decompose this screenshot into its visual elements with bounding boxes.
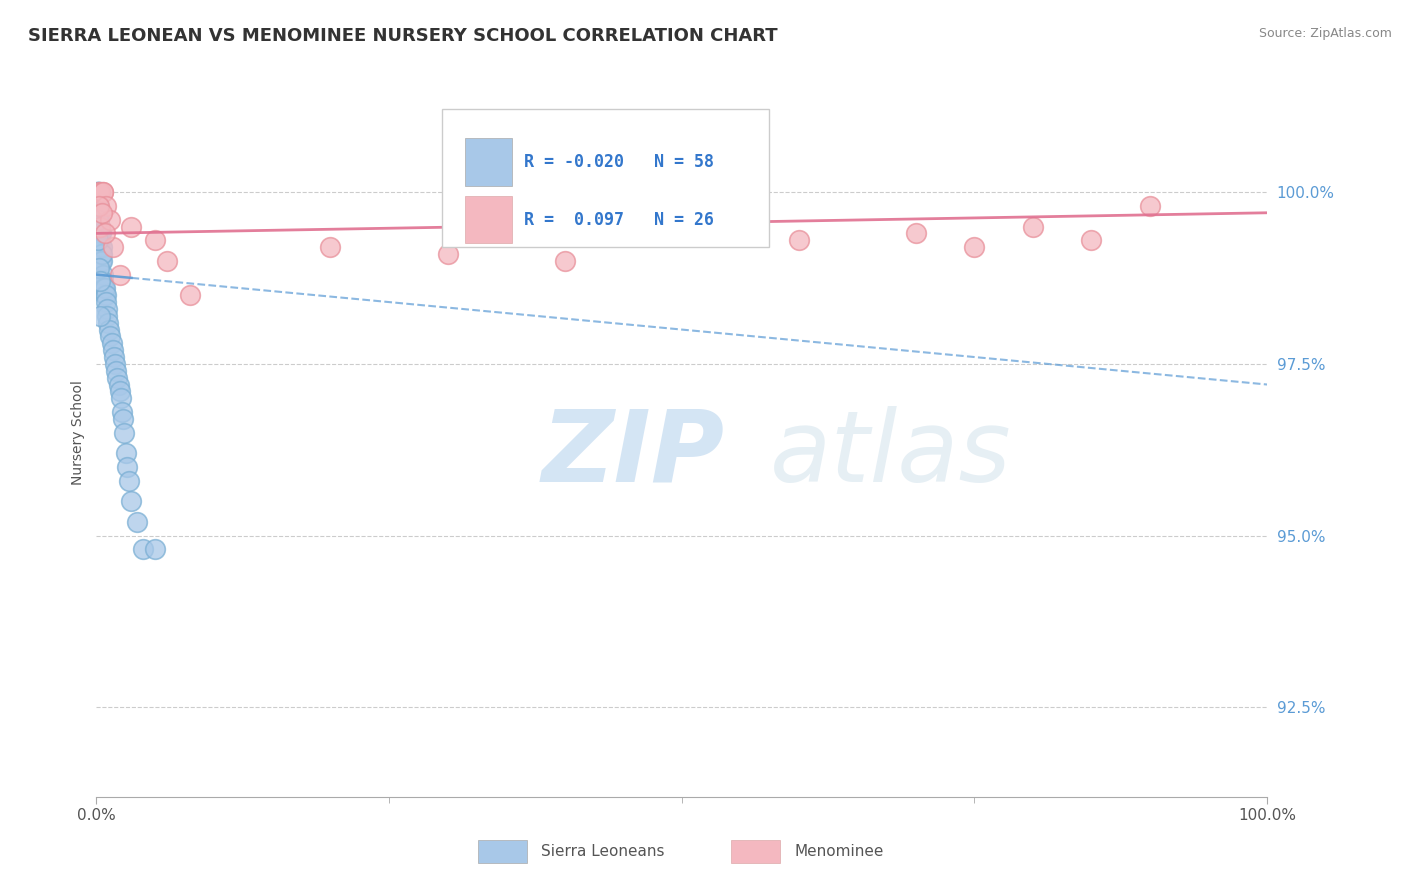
FancyBboxPatch shape <box>441 109 769 247</box>
Point <box>143 233 166 247</box>
Point <box>86 199 108 213</box>
Point <box>91 253 114 268</box>
Point <box>87 199 110 213</box>
Point <box>89 199 111 213</box>
Point <box>100 329 122 343</box>
Point <box>96 295 118 310</box>
Point <box>93 185 115 199</box>
Point <box>89 240 111 254</box>
Point <box>90 227 112 241</box>
Point <box>143 542 166 557</box>
Point <box>91 247 114 261</box>
Point <box>108 384 131 399</box>
Point <box>115 459 138 474</box>
Point <box>89 185 111 199</box>
Point <box>89 185 111 199</box>
Point <box>132 542 155 557</box>
Point <box>105 364 128 378</box>
Point <box>87 233 110 247</box>
Point <box>104 357 127 371</box>
Point <box>118 474 141 488</box>
Point <box>89 233 111 247</box>
Point <box>93 288 115 302</box>
Point <box>787 233 810 247</box>
Point <box>91 268 114 282</box>
Point <box>101 343 124 358</box>
Point <box>89 233 111 247</box>
Point <box>103 350 125 364</box>
Point <box>963 240 986 254</box>
Point <box>107 377 129 392</box>
Point <box>121 494 143 508</box>
Point <box>93 275 115 289</box>
FancyBboxPatch shape <box>465 138 512 186</box>
Text: R =  0.097   N = 26: R = 0.097 N = 26 <box>523 211 714 228</box>
Point <box>87 206 110 220</box>
Point <box>1080 233 1102 247</box>
Point <box>96 309 118 323</box>
Point <box>101 240 124 254</box>
Y-axis label: Nursery School: Nursery School <box>72 380 86 485</box>
Text: R = -0.020   N = 58: R = -0.020 N = 58 <box>523 153 714 171</box>
Point <box>114 425 136 440</box>
Point <box>93 281 115 295</box>
Text: Sierra Leoneans: Sierra Leoneans <box>541 845 665 859</box>
Point <box>179 288 201 302</box>
Point <box>90 206 112 220</box>
Point <box>98 322 121 336</box>
Point <box>127 515 149 529</box>
Point <box>1139 199 1161 213</box>
Point <box>87 185 110 199</box>
Point <box>436 247 458 261</box>
Point <box>108 268 131 282</box>
Point <box>1022 219 1045 234</box>
Point <box>97 316 120 330</box>
Point <box>94 281 117 295</box>
Text: Source: ZipAtlas.com: Source: ZipAtlas.com <box>1258 27 1392 40</box>
Point <box>89 185 111 199</box>
Point <box>112 412 135 426</box>
Point <box>90 253 112 268</box>
Text: ZIP: ZIP <box>541 406 724 503</box>
Point <box>94 199 117 213</box>
Point <box>96 301 118 316</box>
Point <box>87 185 110 199</box>
Point <box>89 219 111 234</box>
Point <box>87 260 110 275</box>
Text: atlas: atlas <box>769 406 1011 503</box>
Point <box>91 185 114 199</box>
Point <box>319 240 342 254</box>
Point <box>89 275 111 289</box>
Point <box>671 219 693 234</box>
Point <box>904 227 927 241</box>
Point <box>89 219 111 234</box>
Point <box>89 227 111 241</box>
Point <box>100 212 122 227</box>
Point <box>86 212 108 227</box>
Point <box>107 370 129 384</box>
Point <box>87 185 110 199</box>
Point <box>86 185 108 199</box>
Text: Menominee: Menominee <box>794 845 884 859</box>
Point <box>86 185 108 199</box>
Point <box>100 336 122 351</box>
Point <box>90 247 112 261</box>
Text: SIERRA LEONEAN VS MENOMINEE NURSERY SCHOOL CORRELATION CHART: SIERRA LEONEAN VS MENOMINEE NURSERY SCHO… <box>28 27 778 45</box>
Point <box>121 219 143 234</box>
Point <box>87 212 110 227</box>
Point <box>94 288 117 302</box>
Point <box>90 240 112 254</box>
Point <box>87 219 110 234</box>
FancyBboxPatch shape <box>465 196 512 244</box>
Point <box>93 227 115 241</box>
Point <box>155 253 177 268</box>
Point <box>114 446 136 460</box>
Point <box>554 253 576 268</box>
Point <box>110 391 132 405</box>
Point <box>111 405 134 419</box>
Point <box>89 309 111 323</box>
